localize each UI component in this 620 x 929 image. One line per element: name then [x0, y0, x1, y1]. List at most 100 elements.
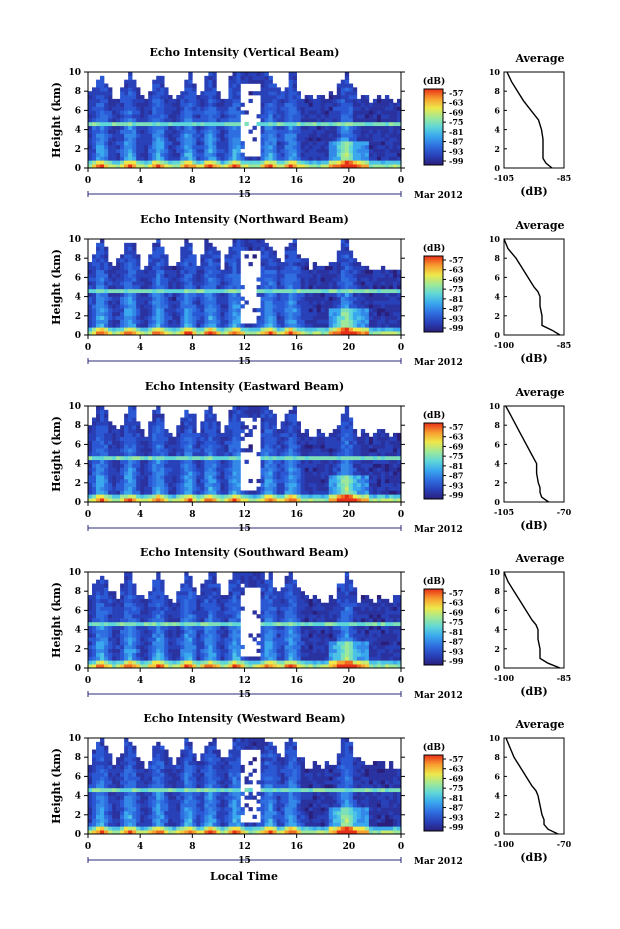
heatmap-cell	[292, 448, 297, 453]
heatmap-cell	[184, 258, 189, 263]
heatmap-cell	[132, 83, 137, 88]
heatmap-cell	[272, 463, 277, 468]
heatmap-cell	[304, 304, 309, 309]
heatmap-cell	[132, 432, 137, 438]
heatmap-cell	[212, 75, 217, 80]
heatmap-cell	[324, 308, 330, 313]
heatmap-cell	[324, 129, 330, 134]
heatmap-cell	[168, 471, 173, 476]
heatmap-cell	[328, 121, 334, 127]
heatmap-cell	[160, 156, 165, 161]
heatmap-cell	[296, 281, 301, 286]
heatmap-cell	[264, 106, 269, 111]
heatmap-cell	[348, 129, 354, 134]
heatmap-cell	[184, 444, 189, 449]
heatmap-cell	[272, 308, 277, 313]
heatmap-cell	[264, 83, 269, 88]
heatmap-cell	[352, 91, 358, 96]
heatmap-cell	[164, 144, 169, 150]
heatmap-cell	[292, 262, 297, 267]
heatmap-cell	[272, 133, 277, 138]
heatmap-cell	[344, 269, 350, 274]
heatmap-cell	[284, 490, 289, 495]
heatmap-cell	[380, 114, 386, 119]
heatmap-cell	[196, 110, 201, 115]
heatmap-cell	[180, 114, 185, 119]
heatmap-cell	[92, 152, 97, 157]
heatmap-cell	[192, 269, 197, 274]
colorbar	[423, 422, 444, 500]
heatmap-cell	[100, 75, 105, 80]
heatmap-cell	[200, 432, 205, 438]
heatmap-cell	[204, 133, 209, 138]
heatmap-cell	[184, 118, 189, 123]
heatmap-cell	[228, 444, 233, 449]
heatmap-cell	[328, 498, 334, 503]
heatmap-cell	[392, 327, 398, 332]
heatmap-cell	[268, 160, 273, 165]
heatmap-cell	[344, 327, 350, 332]
heatmap-cell	[300, 110, 305, 115]
heatmap-cell	[224, 459, 229, 464]
heatmap-cell	[364, 269, 370, 274]
heatmap-cell	[192, 281, 197, 286]
heatmap-cell	[284, 152, 289, 157]
heatmap-cell	[180, 432, 185, 438]
heatmap-cell	[344, 311, 350, 317]
heatmap-cell	[348, 315, 354, 320]
heatmap-cell	[116, 110, 121, 115]
heatmap-cell	[108, 118, 113, 123]
heatmap-cell	[308, 95, 314, 100]
heatmap-cell	[384, 327, 390, 332]
heatmap-cell	[140, 129, 145, 134]
heatmap-cell	[368, 281, 374, 286]
heatmap-cell	[396, 141, 402, 146]
heatmap-cell	[92, 98, 97, 104]
heatmap-cell	[292, 490, 297, 495]
heatmap-cell	[192, 494, 197, 499]
heatmap-cell	[292, 421, 297, 426]
heatmap-cell	[392, 288, 398, 294]
heatmap-cell	[396, 315, 402, 320]
heatmap-cell	[232, 246, 237, 251]
heatmap-cell	[192, 498, 197, 503]
heatmap-cell	[224, 463, 229, 468]
heatmap-cell	[376, 160, 382, 165]
heatmap-cell	[284, 160, 289, 165]
heatmap-cell	[284, 413, 289, 418]
heatmap-cell	[388, 114, 394, 119]
heatmap-cell	[344, 288, 350, 294]
heatmap-cell	[320, 102, 326, 107]
heatmap-cell	[184, 494, 189, 499]
heatmap-cell	[260, 304, 265, 309]
heatmap-cell	[332, 121, 338, 127]
heatmap-cell	[388, 148, 394, 153]
heatmap-cell	[276, 331, 281, 336]
heatmap-cell	[164, 129, 169, 134]
heatmap-cell	[312, 471, 318, 476]
heatmap-cell	[116, 440, 121, 445]
heatmap-cell	[324, 315, 330, 320]
heatmap-cell	[340, 304, 346, 309]
heatmap-cell	[336, 152, 342, 157]
heatmap-cell	[112, 304, 117, 309]
heatmap-cell	[360, 102, 366, 107]
heatmap-cell	[300, 494, 305, 499]
heatmap-cell	[200, 448, 205, 453]
heatmap-cell	[224, 262, 229, 267]
heatmap-cell	[328, 95, 334, 100]
heatmap-cell	[144, 152, 149, 157]
heatmap-cell	[292, 467, 297, 472]
heatmap-cell	[392, 463, 398, 468]
heatmap-cell	[356, 129, 362, 134]
heatmap-cell	[172, 121, 177, 127]
heatmap-cell	[344, 141, 350, 146]
heatmap-cell	[368, 455, 374, 461]
heatmap-cell	[356, 482, 362, 487]
colorbar-tick-label: -87	[449, 304, 463, 314]
heatmap-cell	[256, 331, 261, 336]
heatmap-cell	[96, 79, 101, 84]
heatmap-cell	[220, 114, 225, 119]
heatmap-cell	[132, 296, 137, 301]
heatmap-cell	[96, 444, 101, 449]
